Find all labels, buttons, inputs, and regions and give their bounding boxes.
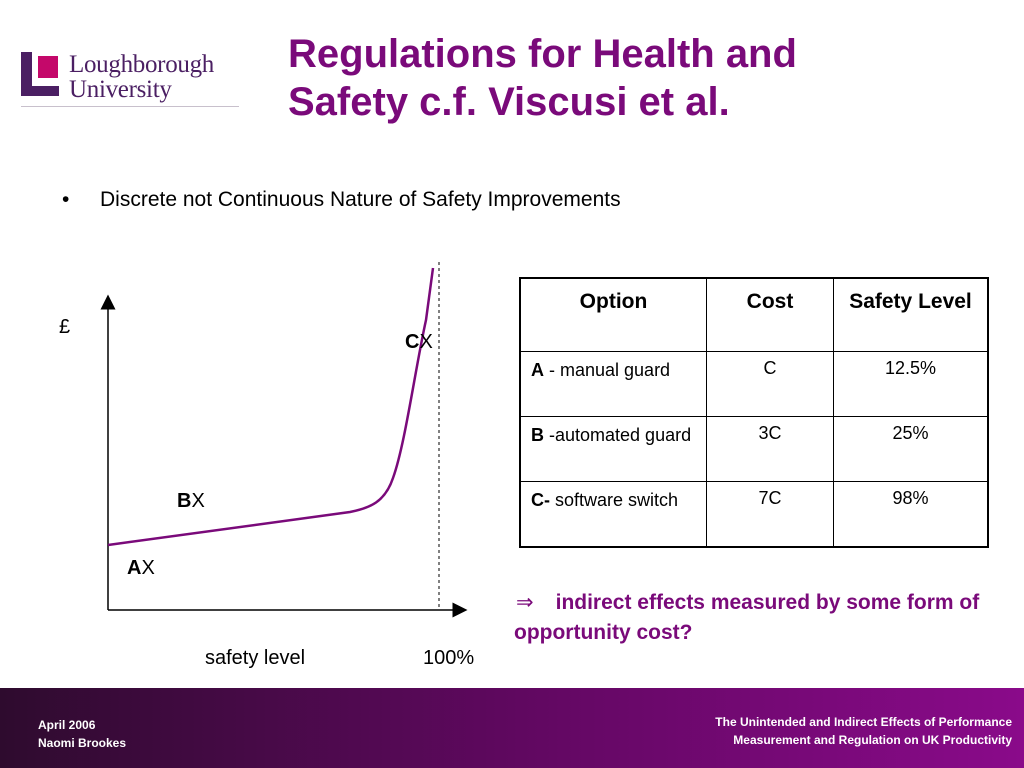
logo-underline: [21, 106, 239, 107]
option-code: C-: [531, 490, 550, 510]
footer-date-author: April 2006 Naomi Brookes: [38, 716, 126, 752]
university-logo: Loughborough University: [21, 52, 241, 108]
x-axis-end-label: 100%: [423, 647, 475, 669]
bullet-text: Discrete not Continuous Nature of Safety…: [100, 188, 621, 211]
logo-line-1: Loughborough: [69, 51, 214, 78]
option-cell: A - manual guard: [519, 351, 707, 417]
slide-title: Regulations for Health and Safety c.f. V…: [288, 30, 988, 126]
safety-cell: 25%: [833, 416, 989, 482]
options-table: Option Cost Safety Level A - manual guar…: [519, 277, 989, 548]
logo-wordmark: Loughborough University: [69, 52, 214, 102]
bullet-point: • Discrete not Continuous Nature of Safet…: [62, 188, 621, 212]
point-c-label: CX: [405, 331, 433, 354]
cost-cell: C: [706, 351, 834, 417]
cost-cell: 3C: [706, 416, 834, 482]
table-row: A - manual guard C 12.5%: [519, 351, 989, 417]
point-c-marker: X: [419, 331, 433, 353]
point-b-label: BX: [177, 490, 205, 513]
slide-title-line-2: Safety c.f. Viscusi et al.: [288, 80, 730, 124]
logo-line-2: University: [69, 76, 172, 103]
option-description: - manual guard: [544, 360, 671, 380]
footer-author: Naomi Brookes: [38, 736, 127, 750]
header-safety-level: Safety Level: [833, 277, 989, 352]
implies-arrow-icon: ⇒: [516, 591, 534, 614]
point-b-letter: B: [177, 490, 192, 512]
option-description: software switch: [550, 490, 679, 510]
point-c-letter: C: [405, 331, 420, 353]
footer-date: April 2006: [38, 718, 96, 732]
option-cell: B -automated guard: [519, 416, 707, 482]
option-code: A: [531, 360, 544, 380]
cost-safety-diagram: £ AX BX CX safety level 100%: [0, 250, 500, 680]
conclusion-note: ⇒ indirect effects measured by some form …: [514, 588, 1004, 648]
option-code: B: [531, 425, 544, 445]
cost-curve: [107, 267, 435, 547]
point-b-marker: X: [191, 490, 205, 512]
table-row: B -automated guard 3C 25%: [519, 416, 989, 482]
option-cell: C- software switch: [519, 481, 707, 547]
table-row: C- software switch 7C 98%: [519, 481, 989, 547]
x-axis-label: safety level: [205, 647, 306, 669]
table-header-row: Option Cost Safety Level: [519, 277, 989, 352]
bullet-symbol: •: [62, 188, 70, 211]
university-logo-mark: [21, 52, 59, 96]
point-a-letter: A: [127, 557, 142, 579]
slide-title-line-1: Regulations for Health and: [288, 32, 797, 76]
header-option: Option: [519, 277, 707, 352]
footer-title-line-2: Measurement and Regulation on UK Product…: [733, 733, 1012, 747]
point-a-marker: X: [141, 557, 155, 579]
safety-cell: 12.5%: [833, 351, 989, 417]
footer-presentation-title: The Unintended and Indirect Effects of P…: [715, 713, 1012, 749]
y-axis-label: £: [59, 316, 71, 338]
header-cost: Cost: [706, 277, 834, 352]
footer-title-line-1: The Unintended and Indirect Effects of P…: [715, 715, 1012, 729]
point-a-label: AX: [127, 557, 155, 580]
cost-cell: 7C: [706, 481, 834, 547]
footer-bar: April 2006 Naomi Brookes The Unintended …: [0, 688, 1024, 768]
diagram-canvas: [100, 262, 468, 618]
option-description: -automated guard: [544, 425, 692, 445]
safety-cell: 98%: [833, 481, 989, 547]
conclusion-text: indirect effects measured by some form o…: [514, 591, 980, 644]
